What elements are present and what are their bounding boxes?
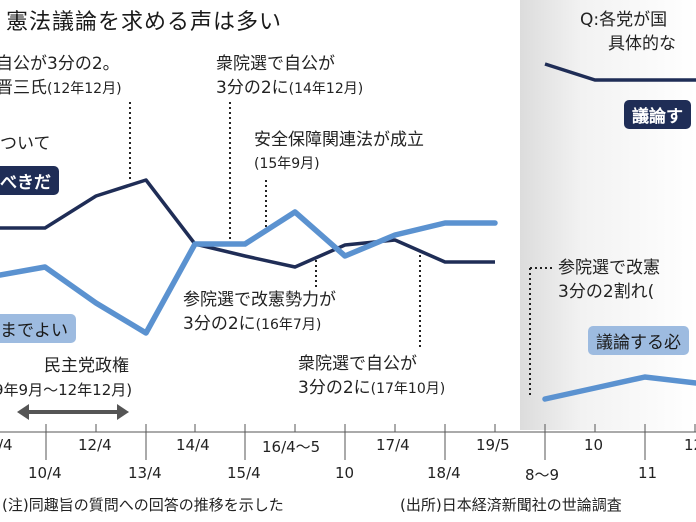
footer-note: (注)同趣旨の質問への回答の推移を示した [2,496,284,514]
x-tick-label: 8～9 [525,466,560,484]
event-text: 衆院選で自公が [298,354,417,374]
event-text: 参院選で改憲勢力が [183,290,336,310]
event-text: 自公が3分の2。 [0,54,120,74]
x-tick-label: 10 [584,436,604,454]
event-text: 衆院選で自公が [216,54,335,74]
x-tick-label: 10/4 [28,464,62,482]
event-annotation-17-10: 衆院選で自公が 3分の2に(17年10月) [298,352,445,401]
event-text: 3分の2に [183,314,256,334]
right-legend-badge-navy: 議論す [624,100,691,129]
event-date: (16年7月) [255,317,322,333]
x-tick-label: 17/4 [376,436,410,454]
right-series-blue-line [542,374,696,402]
event-text: 参院選で改憲 [558,258,660,278]
event-text: 3分の2割れ( [558,282,655,302]
event-date: (14年12月) [288,81,364,97]
legend-badge-blue: までよい [0,314,76,343]
x-tick-label: 19/5 [476,436,510,454]
event-annotation-14-12: 衆院選で自公が 3分の2に(14年12月) [216,52,363,101]
x-tick-label: 12 [684,436,696,454]
question-text-partial: ついて [0,134,51,154]
x-tick-label: 10 [335,464,355,482]
dpj-period: 9年9月～12年12月) [0,381,133,399]
event-annotation-15-9: 安全保障関連法が成立 (15年9月) [254,128,424,176]
series-blue-line [0,209,498,336]
x-tick-label: /4 [0,436,13,454]
event-text: 晋三氏 [0,78,47,98]
chart-title: 憲法議論を求める声は多い [6,10,283,35]
x-axis [0,424,696,460]
x-tick-label: 18/4 [427,464,461,482]
x-tick-label: 16/4～5 [262,438,321,456]
x-tick-label: 12/4 [78,436,112,454]
x-tick-label: 11 [638,464,658,482]
footer-source: (出所)日本経済新聞社の世論調査 [400,496,622,514]
event-date: (15年9月) [254,156,320,172]
event-date: (12年12月) [47,81,122,97]
x-tick-label: 13/4 [128,464,162,482]
series-navy-line [0,178,495,269]
right-question-line2: 具体的な [608,34,676,54]
dpj-period-arrow [17,404,129,420]
event-text: 3分の2に [298,378,371,398]
right-question-line1: Q:各党が国 [580,10,668,30]
x-tick-label: 15/4 [227,464,261,482]
dpj-label: 民主党政権 [44,356,129,376]
event-text: 安全保障関連法が成立 [254,130,424,150]
right-legend-badge-blue: 議論する必 [588,326,689,355]
right-panel-background [520,0,696,430]
event-date: (17年10月) [370,381,446,397]
legend-badge-navy: べきだ [0,166,59,195]
event-annotation-19-7: 参院選で改憲 3分の2割れ( [558,256,660,304]
event-annotation-12-12: 自公が3分の2。 晋三氏(12年12月) [0,52,122,101]
event-annotation-16-7: 参院選で改憲勢力が 3分の2に(16年7月) [183,288,336,337]
right-series-navy-line [544,62,696,82]
event-text: 3分の2に [216,78,289,98]
x-tick-label: 14/4 [176,436,210,454]
